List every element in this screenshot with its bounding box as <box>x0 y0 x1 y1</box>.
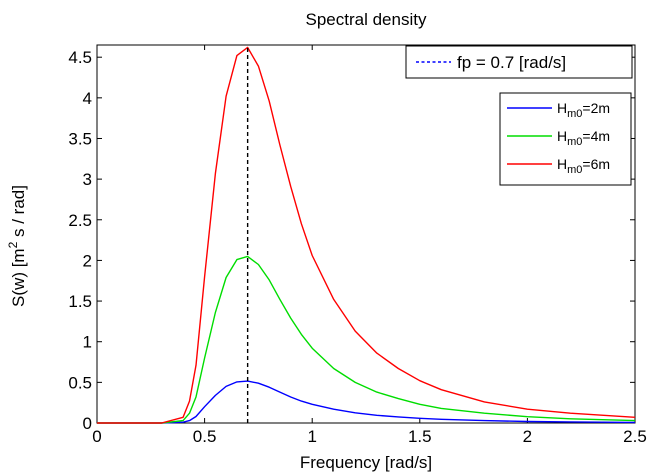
x-tick-label: 2.5 <box>623 427 647 446</box>
x-axis-ticks: 0 0.5 1 1.5 2 2.5 <box>92 45 647 446</box>
y-tick-label: 2 <box>83 251 92 270</box>
series-legend: Hm0=2m Hm0=4m Hm0=6m <box>499 92 632 186</box>
plot-frame <box>96 44 636 424</box>
y-tick-label: 2.5 <box>68 211 92 230</box>
y-axis-label-suffix: s / rad] <box>9 185 28 242</box>
series-line-1 <box>97 380 636 424</box>
y-axis-label-prefix: S(w) [m <box>9 248 28 307</box>
fp-legend: fp = 0.7 [rad/s] <box>405 45 633 79</box>
fp-legend-label: fp = 0.7 [rad/s] <box>457 53 566 72</box>
y-tick-label: 1.5 <box>68 292 92 311</box>
y-tick-label: 4.5 <box>68 48 92 67</box>
y-tick-label: 0 <box>83 414 92 433</box>
x-axis-label: Frequency [rad/s] <box>300 453 432 472</box>
y-tick-label: 0.5 <box>68 373 92 392</box>
y-tick-label: 3 <box>83 170 92 189</box>
y-tick-label: 3.5 <box>68 129 92 148</box>
series-line-3 <box>97 46 636 424</box>
y-tick-label: 1 <box>83 333 92 352</box>
legend-label-3: Hm0=6m <box>557 156 610 176</box>
x-tick-label: 0 <box>92 427 101 446</box>
chart-title: Spectral density <box>306 10 427 29</box>
y-axis-label: S(w) [m2 s / rad] <box>6 185 28 307</box>
legend-label-1: Hm0=2m <box>557 100 610 120</box>
plot-area: 0 0.5 1 1.5 2 2.5 0 0.5 1 1.5 2 2.5 3 3.5 4 4.5 <box>68 44 647 446</box>
y-tick-label: 4 <box>83 89 92 108</box>
x-tick-label: 1 <box>307 427 316 446</box>
x-tick-label: 0.5 <box>193 427 217 446</box>
x-tick-label: 2 <box>523 427 532 446</box>
x-tick-label: 1.5 <box>408 427 432 446</box>
y-axis-label-superscript: 2 <box>6 241 20 248</box>
series-lines <box>97 46 636 424</box>
series-line-2 <box>97 255 636 424</box>
legend-label-2: Hm0=4m <box>557 128 610 148</box>
